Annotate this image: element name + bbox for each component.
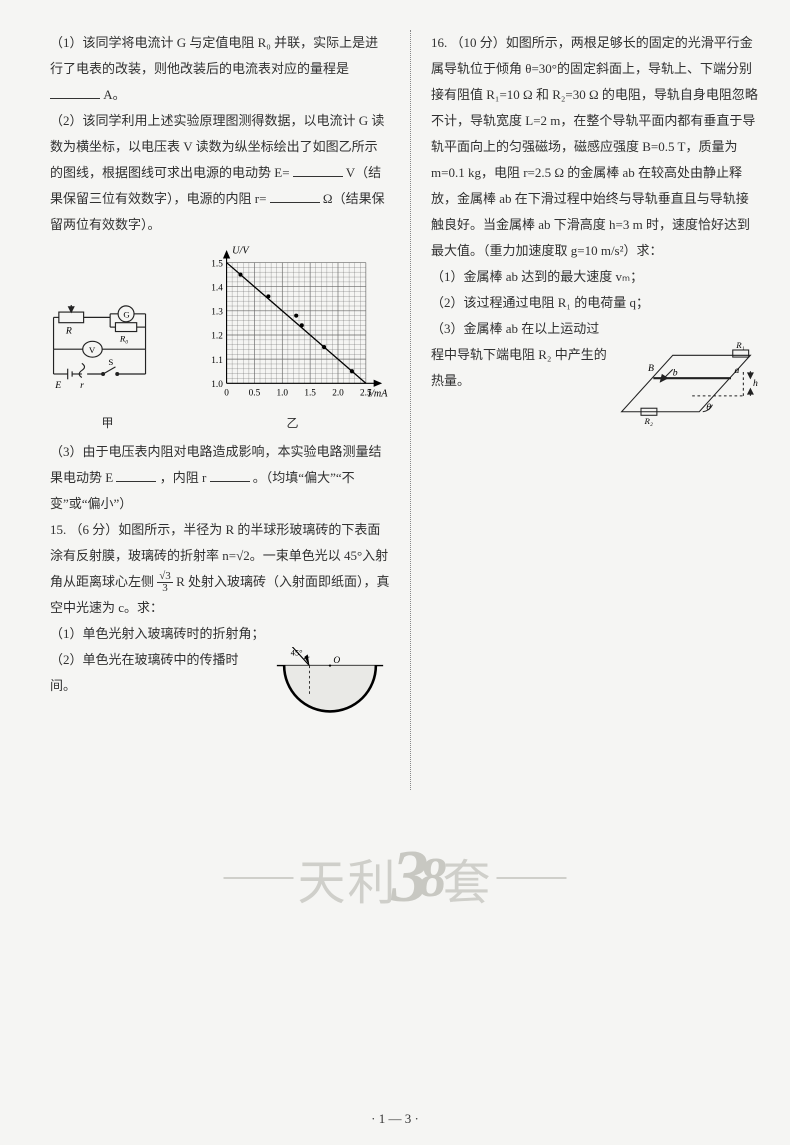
uv-graph: U/V I/mA 00.51.01.52.02.5 1.01.11.21.31.… <box>195 244 390 402</box>
label-R2: R₂ <box>644 416 653 426</box>
blank-emf <box>293 164 343 177</box>
page-columns: （1）该同学将电流计 G 与定值电阻 R₀ 并联，实际上是进行了电表的改装，则他… <box>0 0 790 790</box>
label-S: S <box>108 357 113 367</box>
label-G: G <box>123 309 130 319</box>
q16-body: 16. （10 分）如图所示，两根足够长的固定的光滑平行金属导轨位于倾角 θ=3… <box>431 30 761 264</box>
circuit-diagram: R G R₀ V S E r <box>50 305 165 402</box>
label-theta: θ <box>706 402 711 413</box>
semicircle-diagram: 45° O <box>270 647 390 722</box>
label-rr: r <box>80 380 84 391</box>
q15: 15. （6 分）如图所示，半径为 R 的半球形玻璃砖的下表面涂有反射膜，玻璃砖… <box>50 517 390 621</box>
wm-line-right <box>497 877 567 879</box>
page-number: · 1 — 3 · <box>371 1111 419 1127</box>
q16-num: 16. <box>431 35 447 50</box>
q16-3-row: B b a h θ R₁ R₂ （3）金属棒 ab 在以上运动过程中导轨下端电阻… <box>431 316 761 426</box>
svg-text:2.0: 2.0 <box>332 388 344 398</box>
wm-line-left <box>223 877 293 879</box>
q16-1: （1）金属棒 ab 达到的最大速度 vₘ； <box>431 264 761 290</box>
graph-caption: 乙 <box>195 411 390 435</box>
svg-text:0.5: 0.5 <box>249 388 261 398</box>
wm-d: 套 <box>443 843 493 913</box>
q1-part1: （1）该同学将电流计 G 与定值电阻 R₀ 并联，实际上是进行了电表的改装，则他… <box>50 30 390 108</box>
q15-1: （1）单色光射入玻璃砖时的折射角； <box>50 621 390 647</box>
label-b: b <box>673 368 678 379</box>
svg-text:1.1: 1.1 <box>211 356 223 366</box>
label-B: B <box>648 363 654 374</box>
q1-part3: （3）由于电压表内阻对电路造成影响，本实验电路测量结果电动势 E ，内阻 r 。… <box>50 439 390 517</box>
svg-text:1.0: 1.0 <box>276 388 288 398</box>
q16-text: （10 分）如图所示，两根足够长的固定的光滑平行金属导轨位于倾角 θ=30°的固… <box>431 35 758 258</box>
incline-diagram: B b a h θ R₁ R₂ <box>611 320 761 426</box>
figure-graph-wrap: U/V I/mA 00.51.01.52.02.5 1.01.11.21.31.… <box>195 244 390 435</box>
column-divider <box>410 30 411 790</box>
ylabel: U/V <box>232 245 250 256</box>
left-column: （1）该同学将电流计 G 与定值电阻 R₀ 并联，实际上是进行了电表的改装，则他… <box>50 30 390 790</box>
svg-text:1.5: 1.5 <box>211 259 223 269</box>
figure-row: R G R₀ V S E r 甲 <box>50 244 390 435</box>
label-R0: R₀ <box>119 333 128 343</box>
q16-2: （2）该过程通过电阻 R₁ 的电荷量 q； <box>431 290 761 316</box>
q15-num: 15. <box>50 522 66 537</box>
q1-part1-text: （1）该同学将电流计 G 与定值电阻 R₀ 并联，实际上是进行了电表的改装，则他… <box>50 35 378 76</box>
svg-text:1.3: 1.3 <box>211 308 223 318</box>
right-column: 16. （10 分）如图所示，两根足够长的固定的光滑平行金属导轨位于倾角 θ=3… <box>431 30 761 790</box>
blank-r <box>270 190 320 203</box>
label-E: E <box>54 380 61 391</box>
label-V: V <box>89 344 96 354</box>
label-h: h <box>753 378 758 389</box>
label-R1: R₁ <box>735 340 744 350</box>
blank-current-range <box>50 86 100 99</box>
svg-text:1.4: 1.4 <box>211 283 223 293</box>
label-a: a <box>735 365 740 376</box>
wm-a: 天利 <box>297 843 397 913</box>
frac-sqrt3-3: √3 3 <box>157 571 173 594</box>
frac-den: 3 <box>157 583 173 594</box>
svg-text:2.5: 2.5 <box>360 388 372 398</box>
circuit-caption: 甲 <box>50 411 165 435</box>
figure-circuit-wrap: R G R₀ V S E r 甲 <box>50 305 165 435</box>
angle-45: 45° <box>291 647 303 657</box>
svg-text:1.0: 1.0 <box>211 380 223 390</box>
q1-part2: （2）该同学利用上述实验原理图测得数据，以电流计 G 读数为横坐标，以电压表 V… <box>50 108 390 238</box>
svg-text:1.5: 1.5 <box>304 388 316 398</box>
label-O: O <box>333 656 340 666</box>
blank-r-bias <box>210 469 250 482</box>
label-R: R <box>65 325 72 336</box>
svg-text:0: 0 <box>224 388 229 398</box>
q1-part1-unit: A。 <box>103 87 125 102</box>
svg-text:1.2: 1.2 <box>211 332 223 342</box>
watermark: 天利 3 8 套 <box>219 835 570 920</box>
q1-part3-b: ，内阻 r <box>160 470 207 485</box>
q15-2-row: 45° O （2）单色光在玻璃砖中的传播时间。 <box>50 647 390 722</box>
blank-E-bias <box>116 469 156 482</box>
